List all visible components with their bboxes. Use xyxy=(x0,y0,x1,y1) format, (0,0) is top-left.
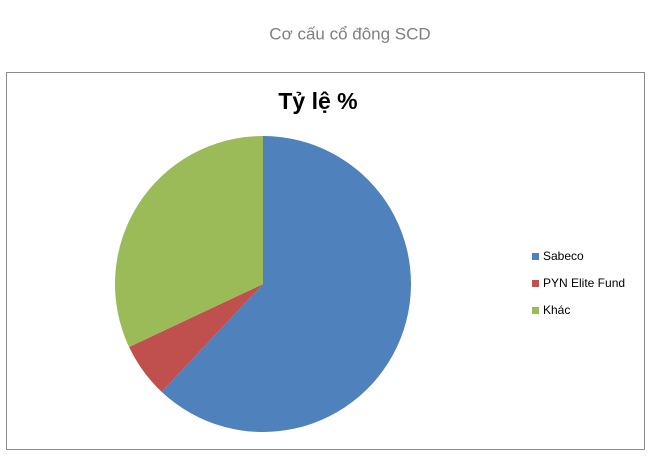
legend-label: Sabeco xyxy=(543,249,584,263)
legend-label: Khác xyxy=(543,303,570,317)
chart-title: Tỷ lệ % xyxy=(278,88,357,114)
legend: Sabeco PYN Elite Fund Khác xyxy=(532,249,625,317)
legend-label: PYN Elite Fund xyxy=(543,276,625,290)
pie-slice xyxy=(161,136,411,433)
page-title: Cơ cấu cổ đông SCD xyxy=(269,24,430,43)
pie-slice xyxy=(114,136,263,348)
pie xyxy=(114,136,411,433)
pie-slice xyxy=(129,284,263,392)
legend-swatch xyxy=(532,307,539,314)
legend-swatch xyxy=(532,280,539,287)
legend-swatch xyxy=(532,253,539,260)
